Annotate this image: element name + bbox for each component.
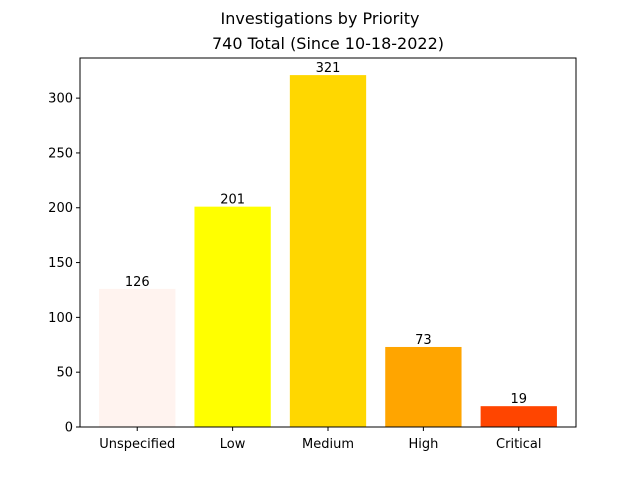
data-label: 201 — [220, 193, 245, 208]
bar-medium — [289, 75, 367, 428]
y-tick-label: 100 — [48, 311, 73, 326]
data-label: 19 — [510, 392, 527, 407]
chart-subtitle: 740 Total (Since 10-18-2022) — [212, 34, 444, 53]
y-tick-label: 200 — [48, 201, 73, 216]
data-labels-group: 126 201 321 73 19 — [125, 61, 527, 407]
plot-frame — [79, 57, 577, 428]
data-label: 126 — [125, 275, 150, 290]
bar-unspecified — [99, 288, 176, 427]
y-tick-label: 250 — [48, 146, 73, 161]
x-tick-label: High — [408, 437, 438, 452]
y-tick-label: 0 — [65, 421, 73, 436]
y-axis: 0 50 100 150 200 250 300 — [48, 92, 80, 436]
x-tick-label: Low — [220, 437, 246, 452]
y-tick-label: 150 — [48, 256, 73, 271]
bar-low — [194, 206, 271, 427]
data-label: 321 — [316, 61, 341, 76]
x-tick-label: Critical — [496, 437, 541, 452]
x-tick-label: Medium — [302, 437, 354, 452]
y-tick-label: 300 — [48, 92, 73, 107]
bar-high — [385, 346, 462, 427]
chart-title: Investigations by Priority — [221, 9, 420, 28]
bar-critical — [480, 406, 557, 427]
data-label: 73 — [415, 333, 432, 348]
x-tick-label: Unspecified — [99, 437, 175, 452]
x-axis: Unspecified Low Medium High Critical — [99, 427, 542, 452]
y-tick-label: 50 — [56, 366, 73, 381]
bars-group — [99, 75, 557, 428]
